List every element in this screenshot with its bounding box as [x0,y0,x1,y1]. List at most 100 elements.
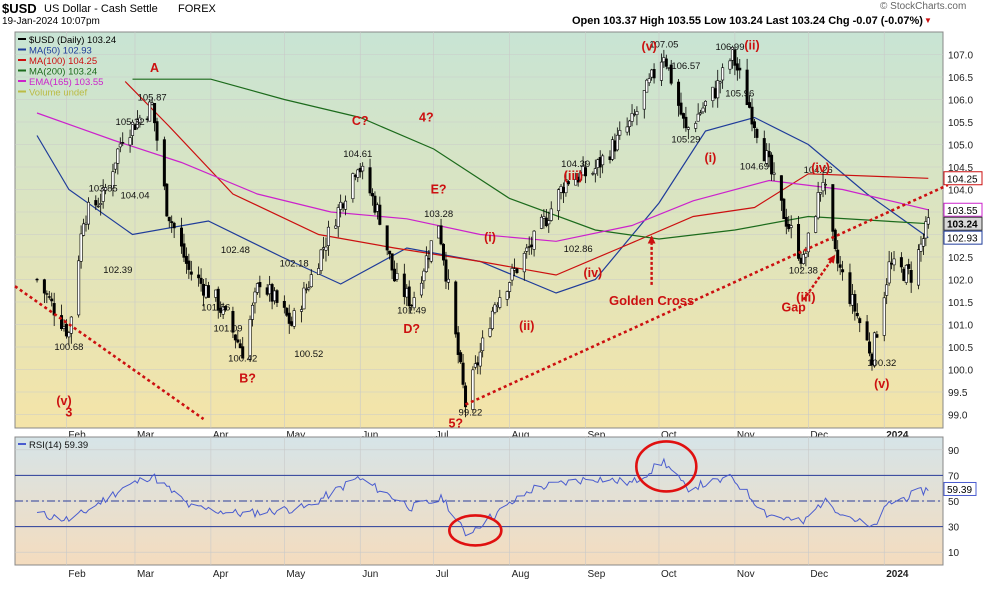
price-label: 102.18 [280,258,309,269]
candle-body-up [610,139,614,160]
candle [718,80,722,94]
wave-label: D? [403,322,420,336]
price-tick-label: 104.5 [948,163,973,174]
axis-value-tags: 104.25 103.55 103.24 102.93 [943,171,983,245]
candle [302,281,306,310]
price-tick-label: 106.5 [948,73,973,84]
wave-label: (i) [484,231,496,245]
candle [101,179,105,209]
candle [446,269,450,290]
candle [253,287,257,314]
candle-body-up [703,100,707,106]
moving-average-line [36,116,929,294]
candle-body-up [505,291,509,300]
candle-body-up [495,304,499,307]
rsi-month-label: Oct [661,569,677,580]
price-month-label: 2024 [886,430,909,439]
candle-body-up [728,60,732,70]
candle-body-down [224,305,228,311]
candle-body-down [838,264,842,268]
candle-body-down [544,217,548,227]
candle [921,233,925,255]
candle [35,277,39,283]
rsi-month-label: 2024 [886,569,909,580]
candle [116,147,120,175]
candle-body-up [101,187,105,202]
candle [454,280,458,338]
candle [566,180,570,186]
candle-body-down [155,121,159,141]
candle [336,204,340,238]
candle [919,236,923,262]
candle-body-up [324,246,328,251]
candle-body-up [513,268,517,271]
candle-body-up [718,81,722,84]
candlesticks [35,45,930,418]
price-label: 106.99 [715,42,744,53]
price-tick-label: 106.0 [948,96,973,107]
candle-body-up [361,165,365,172]
wave-label: (v) [642,39,657,53]
candle-body-down [206,285,210,298]
candle-body-down [782,198,786,220]
candle [686,126,690,140]
candle-body-down [679,102,683,115]
candle-body-up [823,183,827,186]
candle-body-up [885,284,889,296]
price-label: 103.85 [89,183,118,194]
candle-body-up [882,297,886,336]
axis-tag-label: 103.55 [947,206,978,217]
candle [172,221,176,239]
candle-body-up [850,294,854,306]
candle [197,266,201,287]
candle [821,173,825,198]
candle-body-up [116,148,120,164]
candle [784,208,788,235]
candle [868,332,872,357]
candle [199,268,203,292]
candle [855,303,859,319]
rsi-tick-label: 70 [948,471,960,482]
candle [373,191,377,215]
rsi-month-label: Mar [137,569,155,580]
candle-body-down [456,332,460,355]
candle-body-up [339,201,343,210]
legend-item: MA(200) 103.24 [18,67,97,78]
candle [838,256,842,275]
candle-body-up [86,201,90,225]
wave-label: Gap [781,300,806,314]
candle-body-down [841,269,845,273]
candle [47,290,51,300]
candle-body-down [180,227,184,247]
price-label: 101.56 [201,302,230,313]
candle-body-up [696,113,700,122]
candle [459,349,463,364]
candle-body-up [319,249,323,271]
candle [113,162,117,174]
candle-body-up [99,203,103,205]
rsi-legend-item: RSI(14) 59.39 [18,440,88,451]
price-month-label: May [286,430,305,439]
axis-tag: 103.24 [943,216,983,231]
price-tick-label: 100.0 [948,366,973,377]
candle [319,248,323,275]
price-label: 104.61 [343,149,372,160]
candle [647,73,651,87]
candle [801,250,805,265]
rsi-last-label: 59.39 [947,485,972,496]
legend-label: MA(200) 103.24 [29,67,97,78]
candle [233,334,237,349]
candle-body-up [532,230,536,250]
candle [779,175,783,211]
candle [422,268,426,289]
candle-body-down [755,128,759,138]
candle-body-down [60,315,64,330]
candle [344,195,348,216]
candle [917,244,921,290]
candle-body-up [437,225,441,239]
price-label: 104.26 [804,165,833,176]
price-tick-label: 102.5 [948,253,973,264]
candle [789,215,793,239]
candle-body-down [368,167,372,194]
price-label: 103.28 [424,209,453,220]
